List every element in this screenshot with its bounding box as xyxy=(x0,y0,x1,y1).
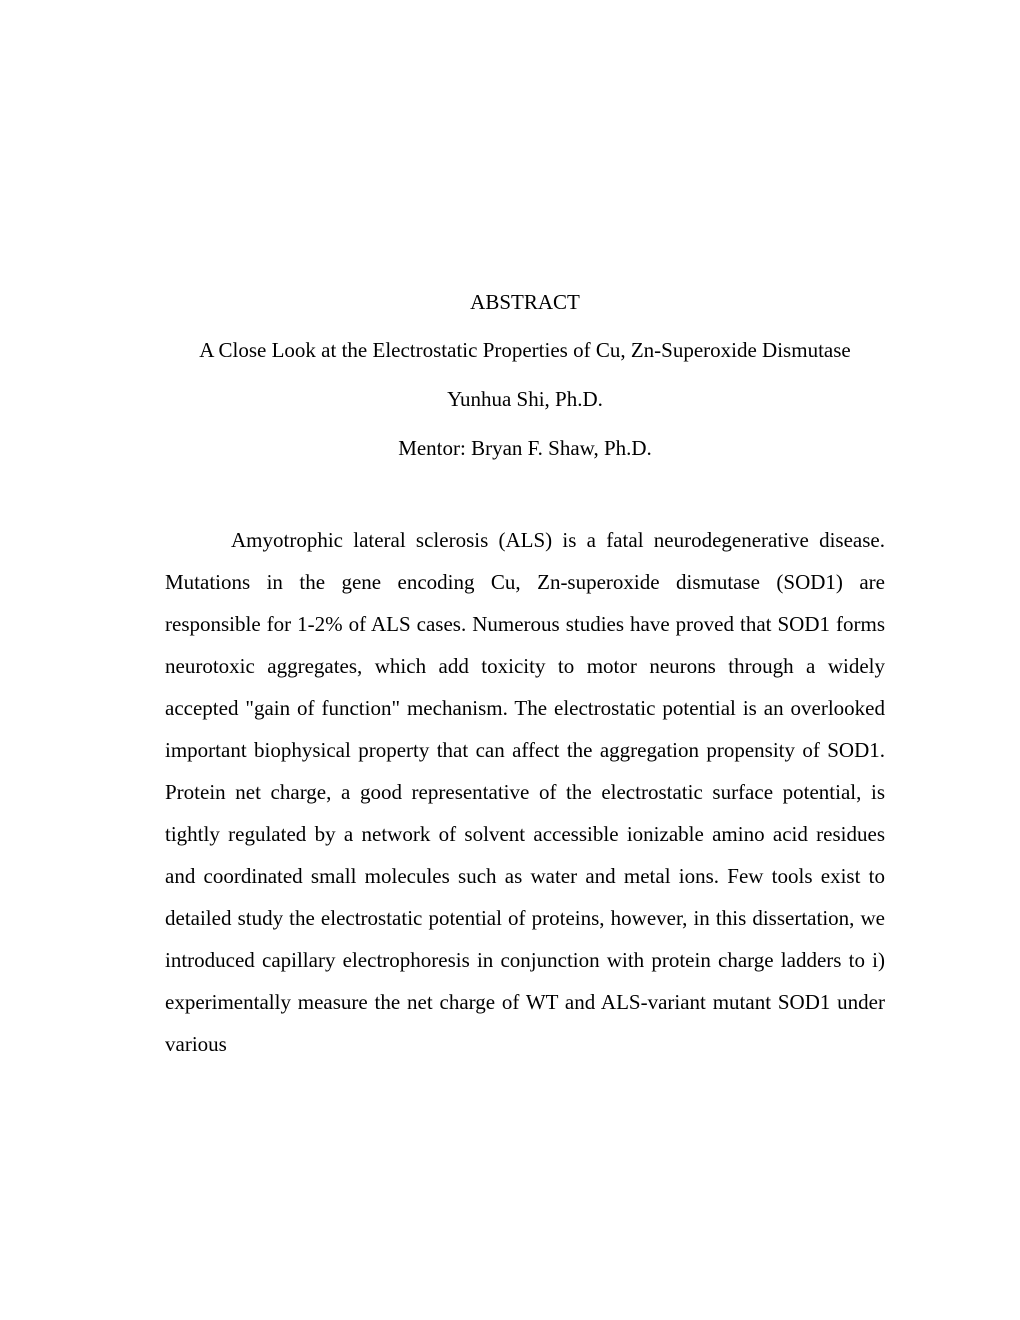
mentor-line: Mentor: Bryan F. Shaw, Ph.D. xyxy=(165,436,885,461)
document-page: ABSTRACT A Close Look at the Electrostat… xyxy=(0,0,1020,1065)
abstract-body: Amyotrophic lateral sclerosis (ALS) is a… xyxy=(165,519,885,1065)
author-line: Yunhua Shi, Ph.D. xyxy=(165,387,885,412)
abstract-heading: ABSTRACT xyxy=(165,290,885,315)
document-title: A Close Look at the Electrostatic Proper… xyxy=(165,337,885,363)
